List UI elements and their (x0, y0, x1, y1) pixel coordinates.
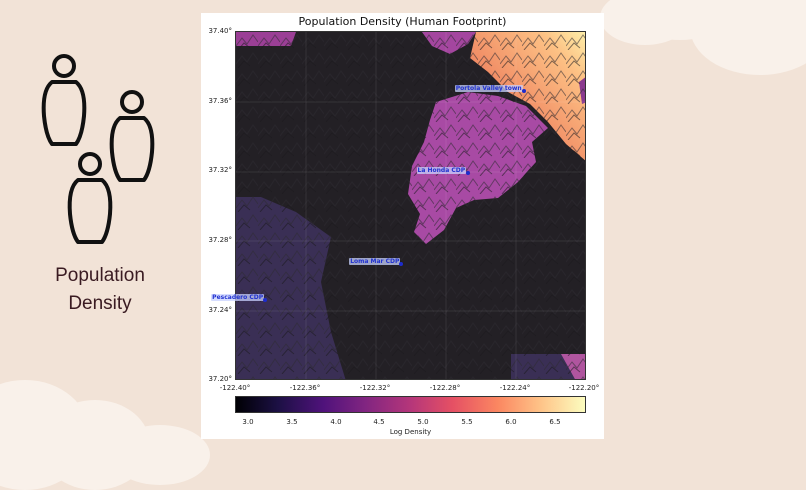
map-title: Population Density (Human Footprint) (298, 15, 507, 28)
colorbar-label: Log Density (389, 428, 432, 436)
map-canvas[interactable] (235, 31, 586, 380)
place-label: Loma Mar CDP (349, 257, 401, 265)
map-panel: Population Density (Human Footprint) (201, 13, 604, 439)
y-tick: 37.32° (208, 166, 232, 174)
cloud-decoration (600, 0, 690, 45)
y-tick: 37.24° (208, 306, 232, 314)
colorbar-tick: 6.5 (549, 418, 561, 426)
colorbar-tick: 5.0 (417, 418, 429, 426)
x-tick: -122.32° (359, 384, 391, 392)
place-marker-dot[interactable] (399, 261, 404, 266)
y-tick: 37.20° (208, 375, 232, 383)
people-icon (41, 54, 155, 244)
place-marker-dot[interactable] (521, 89, 526, 94)
density-raster (236, 32, 585, 379)
place-marker-dot[interactable] (465, 170, 470, 175)
colorbar (235, 396, 586, 413)
sidebar-title: Population Density (20, 262, 180, 318)
x-tick: -122.20° (568, 384, 600, 392)
place-marker-dot[interactable] (263, 298, 268, 303)
place-label: La Honda CDP (416, 166, 467, 174)
hillshade-overlay (236, 32, 585, 379)
cloud-decoration (110, 425, 210, 485)
x-tick: -122.36° (289, 384, 321, 392)
colorbar-tick: 4.0 (330, 418, 342, 426)
x-tick: -122.40° (219, 384, 251, 392)
colorbar-tick: 3.0 (242, 418, 254, 426)
sidebar: Population Density (20, 40, 180, 340)
y-tick: 37.40° (208, 27, 232, 35)
sidebar-title-line2: Density (68, 293, 132, 314)
colorbar-tick: 6.0 (505, 418, 517, 426)
sidebar-title-line1: Population (55, 265, 145, 286)
cloud-decoration (690, 0, 806, 75)
x-tick: -122.24° (499, 384, 531, 392)
place-label: Pescadero CDP (211, 294, 265, 302)
y-tick: 37.36° (208, 97, 232, 105)
place-label: Portola Valley town (454, 85, 523, 93)
x-tick: -122.28° (429, 384, 461, 392)
colorbar-tick: 3.5 (286, 418, 298, 426)
colorbar-tick: 4.5 (373, 418, 385, 426)
y-tick: 37.28° (208, 236, 232, 244)
colorbar-tick: 5.5 (461, 418, 473, 426)
